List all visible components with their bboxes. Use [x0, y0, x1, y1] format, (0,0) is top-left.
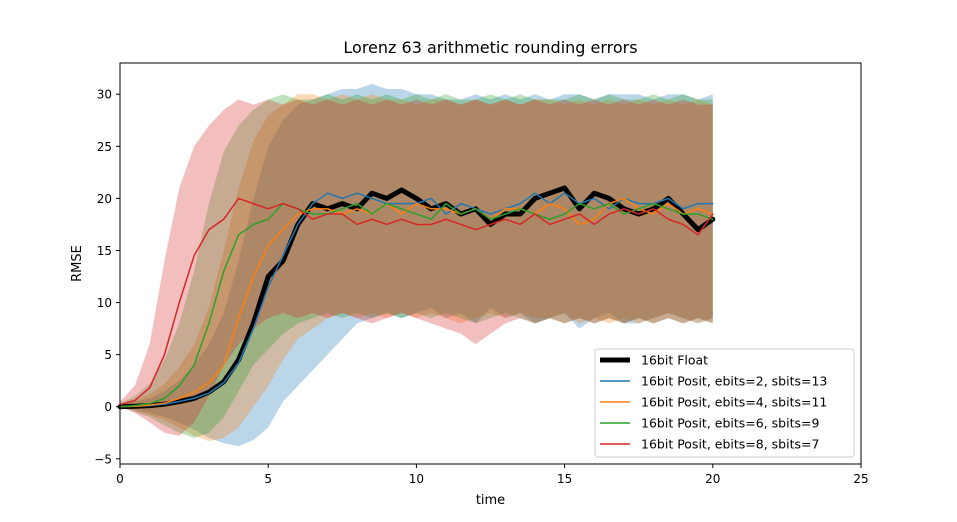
line-series-3 [119, 202, 714, 408]
y-tick-label: 15 [97, 244, 112, 258]
legend: 16bit Float 16bit Posit, ebits=2, sbits=1… [594, 348, 855, 458]
legend-entry: 16bit Float [641, 353, 708, 368]
x-tick-label: 15 [557, 472, 572, 486]
x-tick-label: 20 [705, 472, 720, 486]
y-tick-label: 0 [104, 400, 112, 414]
y-axis-label: RMSE [70, 245, 85, 282]
band-series-3 [120, 94, 713, 438]
y-tick-label: 20 [97, 192, 112, 206]
x-tick-label: 25 [853, 472, 868, 486]
x-tick-label: 10 [409, 472, 424, 486]
y-tick-label: 30 [97, 88, 112, 102]
band-series-4 [120, 99, 713, 436]
plot-frame [119, 62, 862, 465]
y-axis: −5 0 5 10 15 20 25 30 [94, 88, 120, 466]
y-tick-label: −5 [94, 452, 112, 466]
band-series-2 [120, 94, 713, 442]
legend-box [594, 348, 855, 458]
line-series-4 [119, 197, 714, 406]
error-bands [120, 83, 713, 447]
legend-entry: 16bit Posit, ebits=8, sbits=7 [641, 437, 819, 452]
legend-entry: 16bit Posit, ebits=4, sbits=11 [641, 395, 827, 410]
band-series-1 [120, 83, 713, 447]
chart-title: Lorenz 63 arithmetic rounding errors [343, 38, 637, 57]
legend-entry: 16bit Posit, ebits=2, sbits=13 [641, 374, 827, 389]
line-series-2 [119, 197, 714, 408]
x-axis-label: time [476, 493, 505, 508]
x-axis: 0 5 10 15 20 25 [116, 464, 869, 486]
x-tick-label: 5 [264, 472, 272, 486]
y-tick-label: 10 [97, 296, 112, 310]
y-tick-label: 25 [97, 140, 112, 154]
x-tick-label: 0 [116, 472, 124, 486]
legend-entry: 16bit Posit, ebits=6, sbits=9 [641, 416, 819, 431]
series-lines [117, 185, 716, 410]
y-tick-label: 5 [104, 348, 112, 362]
